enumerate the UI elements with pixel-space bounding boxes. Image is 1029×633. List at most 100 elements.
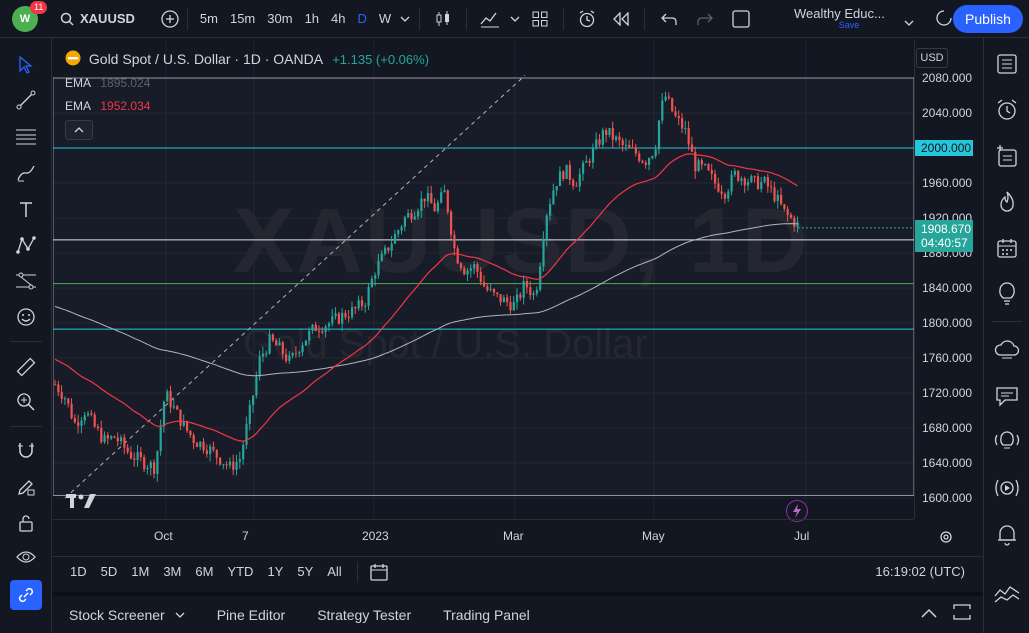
fullscreen-toggle[interactable] — [727, 0, 755, 38]
layout-name[interactable]: Wealthy Educ... Save — [794, 6, 904, 30]
timeframe-dropdown[interactable] — [397, 0, 413, 38]
timeframe-4h[interactable]: 4h — [331, 11, 346, 26]
price-scale[interactable] — [914, 39, 983, 519]
candle-body — [113, 436, 116, 438]
range-1y[interactable]: 1Y — [267, 564, 284, 579]
ruler-tool[interactable] — [10, 352, 42, 382]
alerts-button[interactable] — [991, 94, 1023, 126]
ideas-button[interactable] — [991, 278, 1023, 310]
live-ideas-button[interactable] — [991, 426, 1023, 458]
price-chart[interactable] — [53, 39, 914, 519]
range-1m[interactable]: 1M — [131, 564, 150, 579]
redo-button[interactable] — [687, 0, 723, 38]
top-toolbar: W 11 XAUUSD 5m 15m 30m 1h 4h D W — [0, 0, 1029, 38]
pattern-tool[interactable] — [10, 230, 42, 260]
time-axis[interactable] — [53, 519, 914, 555]
timeframe-1h[interactable]: 1h — [304, 11, 320, 26]
candle-body — [106, 435, 109, 439]
lock-tool[interactable] — [10, 508, 42, 538]
utc-clock[interactable]: 16:19:02 (UTC) — [875, 564, 965, 579]
compare-button[interactable] — [159, 0, 181, 38]
goto-date-button[interactable] — [370, 563, 388, 581]
chats-button[interactable] — [991, 380, 1023, 412]
watchlist-button[interactable] — [991, 48, 1023, 80]
tradingview-logo[interactable] — [66, 493, 98, 512]
text-tool[interactable] — [10, 195, 42, 225]
add-list-icon — [997, 145, 1017, 167]
calendar-icon — [997, 239, 1017, 258]
layout-dropdown[interactable] — [904, 14, 914, 29]
rewind-icon — [613, 11, 629, 26]
undo-button[interactable] — [651, 0, 687, 38]
chart-settings-button[interactable] — [938, 529, 954, 548]
candle-body — [453, 234, 456, 249]
candle-body — [149, 462, 152, 469]
quick-search-button[interactable] — [935, 9, 955, 29]
timeframe-5m[interactable]: 5m — [199, 11, 218, 26]
timeframe-w[interactable]: W — [378, 11, 392, 26]
zoom-tool[interactable] — [10, 387, 42, 417]
timeframe-15m[interactable]: 15m — [229, 11, 256, 26]
range-6m[interactable]: 6M — [195, 564, 214, 579]
candle-body — [677, 115, 680, 119]
emoji-tool[interactable] — [10, 302, 42, 332]
trendline-tool[interactable] — [10, 85, 42, 115]
ema-fast-legend[interactable]: EMA 1895.024 — [65, 76, 150, 90]
hide-drawings-tool[interactable] — [10, 542, 42, 572]
candle-body — [103, 435, 106, 443]
indicators-button[interactable] — [473, 0, 507, 38]
range-ytd[interactable]: YTD — [227, 564, 254, 579]
candle-body — [327, 323, 331, 327]
replay-button[interactable] — [604, 0, 638, 38]
range-5y[interactable]: 5Y — [297, 564, 314, 579]
notifications-button[interactable] — [991, 518, 1023, 550]
range-5d[interactable]: 5D — [100, 564, 118, 579]
streams-button[interactable] — [991, 334, 1023, 366]
signals-button[interactable] — [991, 472, 1023, 504]
tab-strategy-tester[interactable]: Strategy Tester — [301, 607, 427, 623]
range-all[interactable]: All — [327, 564, 342, 579]
range-1d[interactable]: 1D — [70, 564, 87, 579]
price-label: 1720.000 — [922, 386, 973, 400]
stay-drawing-tool[interactable] — [10, 472, 42, 502]
brush-tool[interactable] — [10, 158, 42, 188]
range-3m[interactable]: 3M — [163, 564, 182, 579]
text-icon — [20, 202, 32, 217]
depth-button[interactable] — [991, 578, 1023, 610]
indicators-dropdown[interactable] — [507, 0, 523, 38]
layout-grid-button[interactable] — [523, 0, 557, 38]
candle-body — [195, 443, 199, 448]
alert-button[interactable] — [570, 0, 604, 38]
smiley-icon — [17, 308, 35, 326]
calendar-button[interactable] — [991, 232, 1023, 264]
ema-slow-legend[interactable]: EMA 1952.034 — [65, 99, 150, 113]
data-window-button[interactable] — [991, 140, 1023, 172]
panel-maximize-button[interactable] — [953, 604, 971, 623]
sync-drawings-tool[interactable] — [10, 580, 42, 610]
currency-selector[interactable]: USD — [916, 48, 948, 68]
prediction-tool[interactable] — [10, 266, 42, 296]
candle-body — [205, 450, 208, 454]
tab-stock-screener[interactable]: Stock Screener — [53, 607, 201, 623]
chart-type-button[interactable] — [426, 0, 460, 38]
user-avatar[interactable]: W 11 — [12, 0, 48, 32]
gear-icon — [940, 531, 952, 543]
timeframe-30m[interactable]: 30m — [267, 11, 293, 26]
fib-tool[interactable] — [10, 122, 42, 152]
candle-body — [417, 211, 420, 217]
panel-collapse-button[interactable] — [921, 606, 937, 621]
symbol-search[interactable]: XAUUSD — [60, 0, 135, 38]
time-label: Mar — [503, 529, 524, 543]
candle-body — [766, 177, 769, 187]
legend-collapse-button[interactable] — [65, 120, 93, 140]
hotlists-button[interactable] — [991, 186, 1023, 218]
magnet-tool[interactable] — [10, 436, 42, 466]
publish-button[interactable]: Publish — [953, 5, 1023, 33]
chart-pane[interactable]: XAUUSD, 1D Gold Spot / U.S. Dollar — [53, 39, 983, 555]
events-marker[interactable] — [786, 500, 808, 522]
tab-pine-editor[interactable]: Pine Editor — [201, 607, 301, 623]
tab-trading-panel[interactable]: Trading Panel — [427, 607, 546, 623]
candle-body — [456, 248, 459, 264]
cursor-tool[interactable] — [10, 50, 42, 80]
timeframe-d[interactable]: D — [357, 11, 367, 26]
